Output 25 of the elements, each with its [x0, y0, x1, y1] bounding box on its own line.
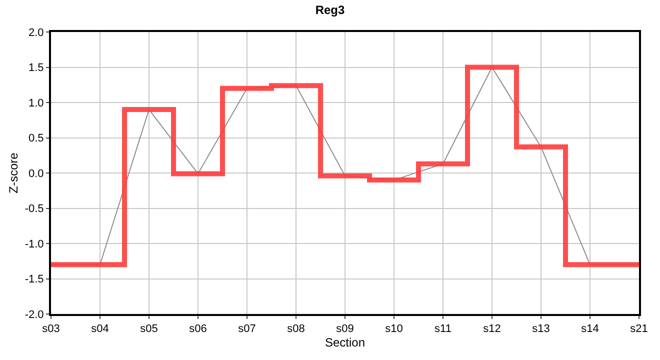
- y-axis-title: Z-score: [6, 152, 21, 194]
- x-tick-label: s08: [287, 323, 305, 336]
- x-tick-label: s03: [42, 323, 60, 336]
- x-tick-label: s10: [385, 323, 403, 336]
- y-tick-label: 1.5: [28, 62, 44, 74]
- y-tick-label: 2.0: [28, 26, 44, 39]
- x-tick-label: s14: [581, 323, 599, 336]
- y-tick-label: -2.0: [24, 308, 44, 321]
- y-tick-label: 0.0: [28, 168, 44, 180]
- y-tick-label: -0.5: [24, 203, 44, 216]
- x-tick-label: s12: [483, 323, 501, 336]
- y-tick-label: -1.5: [24, 274, 44, 286]
- y-tick-label: -1.0: [24, 238, 44, 250]
- x-tick-label: s04: [91, 323, 109, 336]
- x-tick-label: s11: [434, 323, 452, 336]
- chart-title: Reg3: [315, 2, 345, 17]
- x-tick-label: s07: [238, 323, 256, 336]
- y-tick-label: 1.0: [28, 97, 44, 110]
- x-tick-label: s13: [532, 323, 550, 336]
- x-tick-label: s05: [140, 323, 158, 336]
- y-tick-label: 0.5: [28, 132, 44, 145]
- x-tick-label: s06: [189, 323, 207, 336]
- x-tick-label: s21: [630, 323, 648, 336]
- x-tick-label: s09: [336, 323, 354, 336]
- x-axis-title: Section: [324, 336, 366, 350]
